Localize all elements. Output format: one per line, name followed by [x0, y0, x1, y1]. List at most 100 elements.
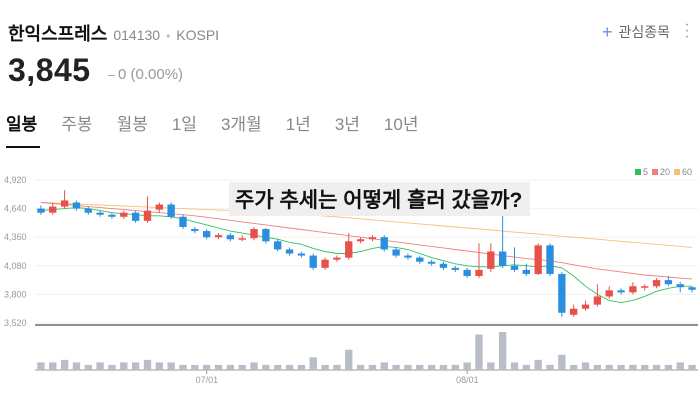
volume-bar [558, 354, 566, 370]
candle-body [498, 251, 507, 266]
volume-bar [652, 364, 661, 370]
candle-body [72, 202, 81, 209]
y-tick-label: 3,520 [4, 318, 27, 328]
tab-1year[interactable]: 1년 [285, 115, 311, 134]
price-chart[interactable]: 4,920 4,640 4,360 4,080 3,800 3,520 07/01 08/01 [0, 165, 700, 400]
volume-bar [416, 364, 424, 370]
candle-body [416, 257, 424, 262]
candle-body [285, 249, 294, 254]
volume-bar [345, 349, 353, 370]
candle-body [463, 269, 471, 277]
candle-body [510, 265, 519, 270]
x-tick-label: 08/01 [456, 375, 479, 385]
volume-bar [285, 364, 294, 370]
candle-body [345, 241, 353, 258]
volume-bar [84, 364, 92, 370]
ma60-line [40, 202, 693, 248]
legend-ma20: 20 [651, 167, 670, 177]
candle-body [60, 200, 69, 207]
tab-3month[interactable]: 3개월 [220, 115, 262, 134]
tab-daily[interactable]: 일봉 [6, 115, 38, 134]
volume-bar [250, 362, 258, 370]
candle-body [652, 280, 661, 287]
candle-body [439, 263, 448, 268]
volume-bar [49, 362, 57, 370]
volume-bar [120, 362, 128, 370]
candle-body [581, 304, 590, 309]
candle-body [688, 287, 696, 290]
candle-body [37, 208, 45, 213]
volume-bar [309, 357, 317, 370]
volume-bar [214, 364, 223, 370]
candle-body [617, 290, 625, 293]
candle-body [404, 255, 412, 258]
volume-bar [167, 362, 175, 370]
volume-bar [202, 364, 211, 370]
candle-body [179, 216, 187, 227]
volume-bar [226, 364, 235, 370]
candle-body [487, 251, 495, 269]
volume-bar [534, 359, 542, 370]
market-label: KOSPI [176, 27, 220, 43]
ma-legend: 5 20 60 [634, 167, 692, 177]
candle-body [309, 255, 317, 268]
candle-body [605, 290, 613, 297]
volume-bar [368, 364, 377, 370]
volume-bar [262, 364, 270, 370]
candle-body [108, 214, 116, 217]
candle-body [84, 208, 92, 213]
x-tick-label: 07/01 [196, 375, 219, 385]
candle-body [191, 229, 199, 232]
add-watchlist-button[interactable]: + 관심종목 [602, 22, 670, 42]
candle-body [593, 296, 602, 305]
candle-body [451, 267, 459, 270]
y-tick-label: 4,920 [4, 175, 27, 185]
volume-bar [641, 364, 649, 370]
y-tick-label: 4,080 [4, 261, 27, 271]
volume-bar [605, 364, 613, 370]
plus-icon: + [601, 22, 613, 42]
y-tick-label: 3,800 [4, 289, 27, 299]
volume-bar [676, 362, 684, 370]
candle-body [274, 241, 282, 250]
separator-dot: • [166, 29, 171, 43]
candle-body [356, 239, 365, 242]
candle-body [120, 212, 128, 217]
candle-body [131, 212, 140, 221]
candle-body [262, 229, 270, 242]
y-tick-label: 4,360 [4, 232, 27, 242]
candle-body [297, 253, 306, 256]
candle-body [202, 231, 211, 238]
volume-bar [498, 332, 507, 370]
candle-body [143, 210, 152, 221]
price-change-value: 0 (0.00%) [118, 66, 184, 83]
stock-code: 014130 [113, 27, 161, 43]
volume-bar [380, 362, 388, 370]
tab-1day[interactable]: 1일 [171, 115, 197, 134]
volume-bar [617, 364, 625, 370]
candle-body [238, 238, 246, 240]
candle-body [534, 245, 542, 274]
tab-monthly[interactable]: 월봉 [116, 115, 148, 134]
candle-body [676, 284, 684, 288]
candle-body [226, 235, 235, 240]
candle-body [321, 259, 329, 268]
more-vertical-icon[interactable]: · · · [684, 16, 690, 45]
tab-10year[interactable]: 10년 [383, 115, 419, 134]
volume-bar [475, 334, 483, 370]
stock-name: 한익스프레스 [8, 24, 108, 44]
candle-body [333, 257, 341, 260]
volume-bar [297, 364, 306, 370]
active-tab-indicator [6, 146, 40, 148]
volume-bar [274, 364, 282, 370]
candle-body [380, 237, 388, 250]
current-price: 3,845 [8, 52, 91, 88]
volume-bar [60, 359, 69, 370]
volume-bar [333, 364, 341, 370]
volume-bar [238, 364, 246, 370]
tab-3year[interactable]: 3년 [334, 115, 360, 134]
candle-body [629, 286, 637, 293]
volume-bar [131, 362, 140, 370]
tab-weekly[interactable]: 주봉 [61, 115, 93, 134]
volume-bar [96, 362, 104, 370]
